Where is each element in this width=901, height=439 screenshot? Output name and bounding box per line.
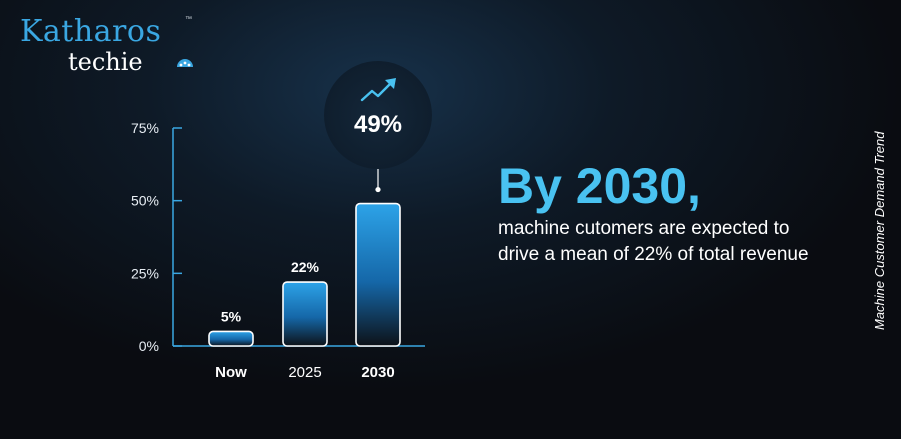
x-tick-label: 2030 bbox=[361, 364, 394, 381]
trend-line bbox=[360, 79, 395, 102]
x-tick-label: 2025 bbox=[288, 364, 321, 381]
data-label: 5% bbox=[221, 308, 242, 324]
bar-now bbox=[208, 330, 254, 347]
y-tick-label: 0% bbox=[139, 338, 159, 354]
bar-2025 bbox=[282, 281, 328, 347]
x-tick-label: Now bbox=[215, 364, 247, 381]
logo-dome-icon bbox=[177, 59, 193, 67]
highlight-value: 49% bbox=[354, 111, 402, 138]
logo-trademark: ™ bbox=[185, 16, 192, 23]
y-tick-label: 50% bbox=[131, 193, 159, 209]
trend-arrowhead bbox=[385, 78, 396, 89]
y-tick-label: 25% bbox=[131, 265, 159, 281]
side-title: Machine Customer Demand Trend bbox=[872, 131, 887, 330]
logo-sub: techie bbox=[68, 48, 143, 76]
y-tick-label: 75% bbox=[131, 120, 159, 136]
body-text: machine cutomers are expected to drive a… bbox=[498, 218, 809, 265]
logo-name: Katharos bbox=[20, 14, 162, 49]
trend-up-arrow-icon bbox=[360, 78, 396, 102]
highlight-bubble bbox=[324, 61, 432, 169]
headline: By 2030, bbox=[498, 158, 701, 214]
data-label: 22% bbox=[291, 259, 320, 275]
brand-logo: Katharos ™ techie bbox=[20, 14, 193, 76]
bar-2030 bbox=[355, 202, 401, 347]
connector-dot bbox=[375, 186, 381, 193]
